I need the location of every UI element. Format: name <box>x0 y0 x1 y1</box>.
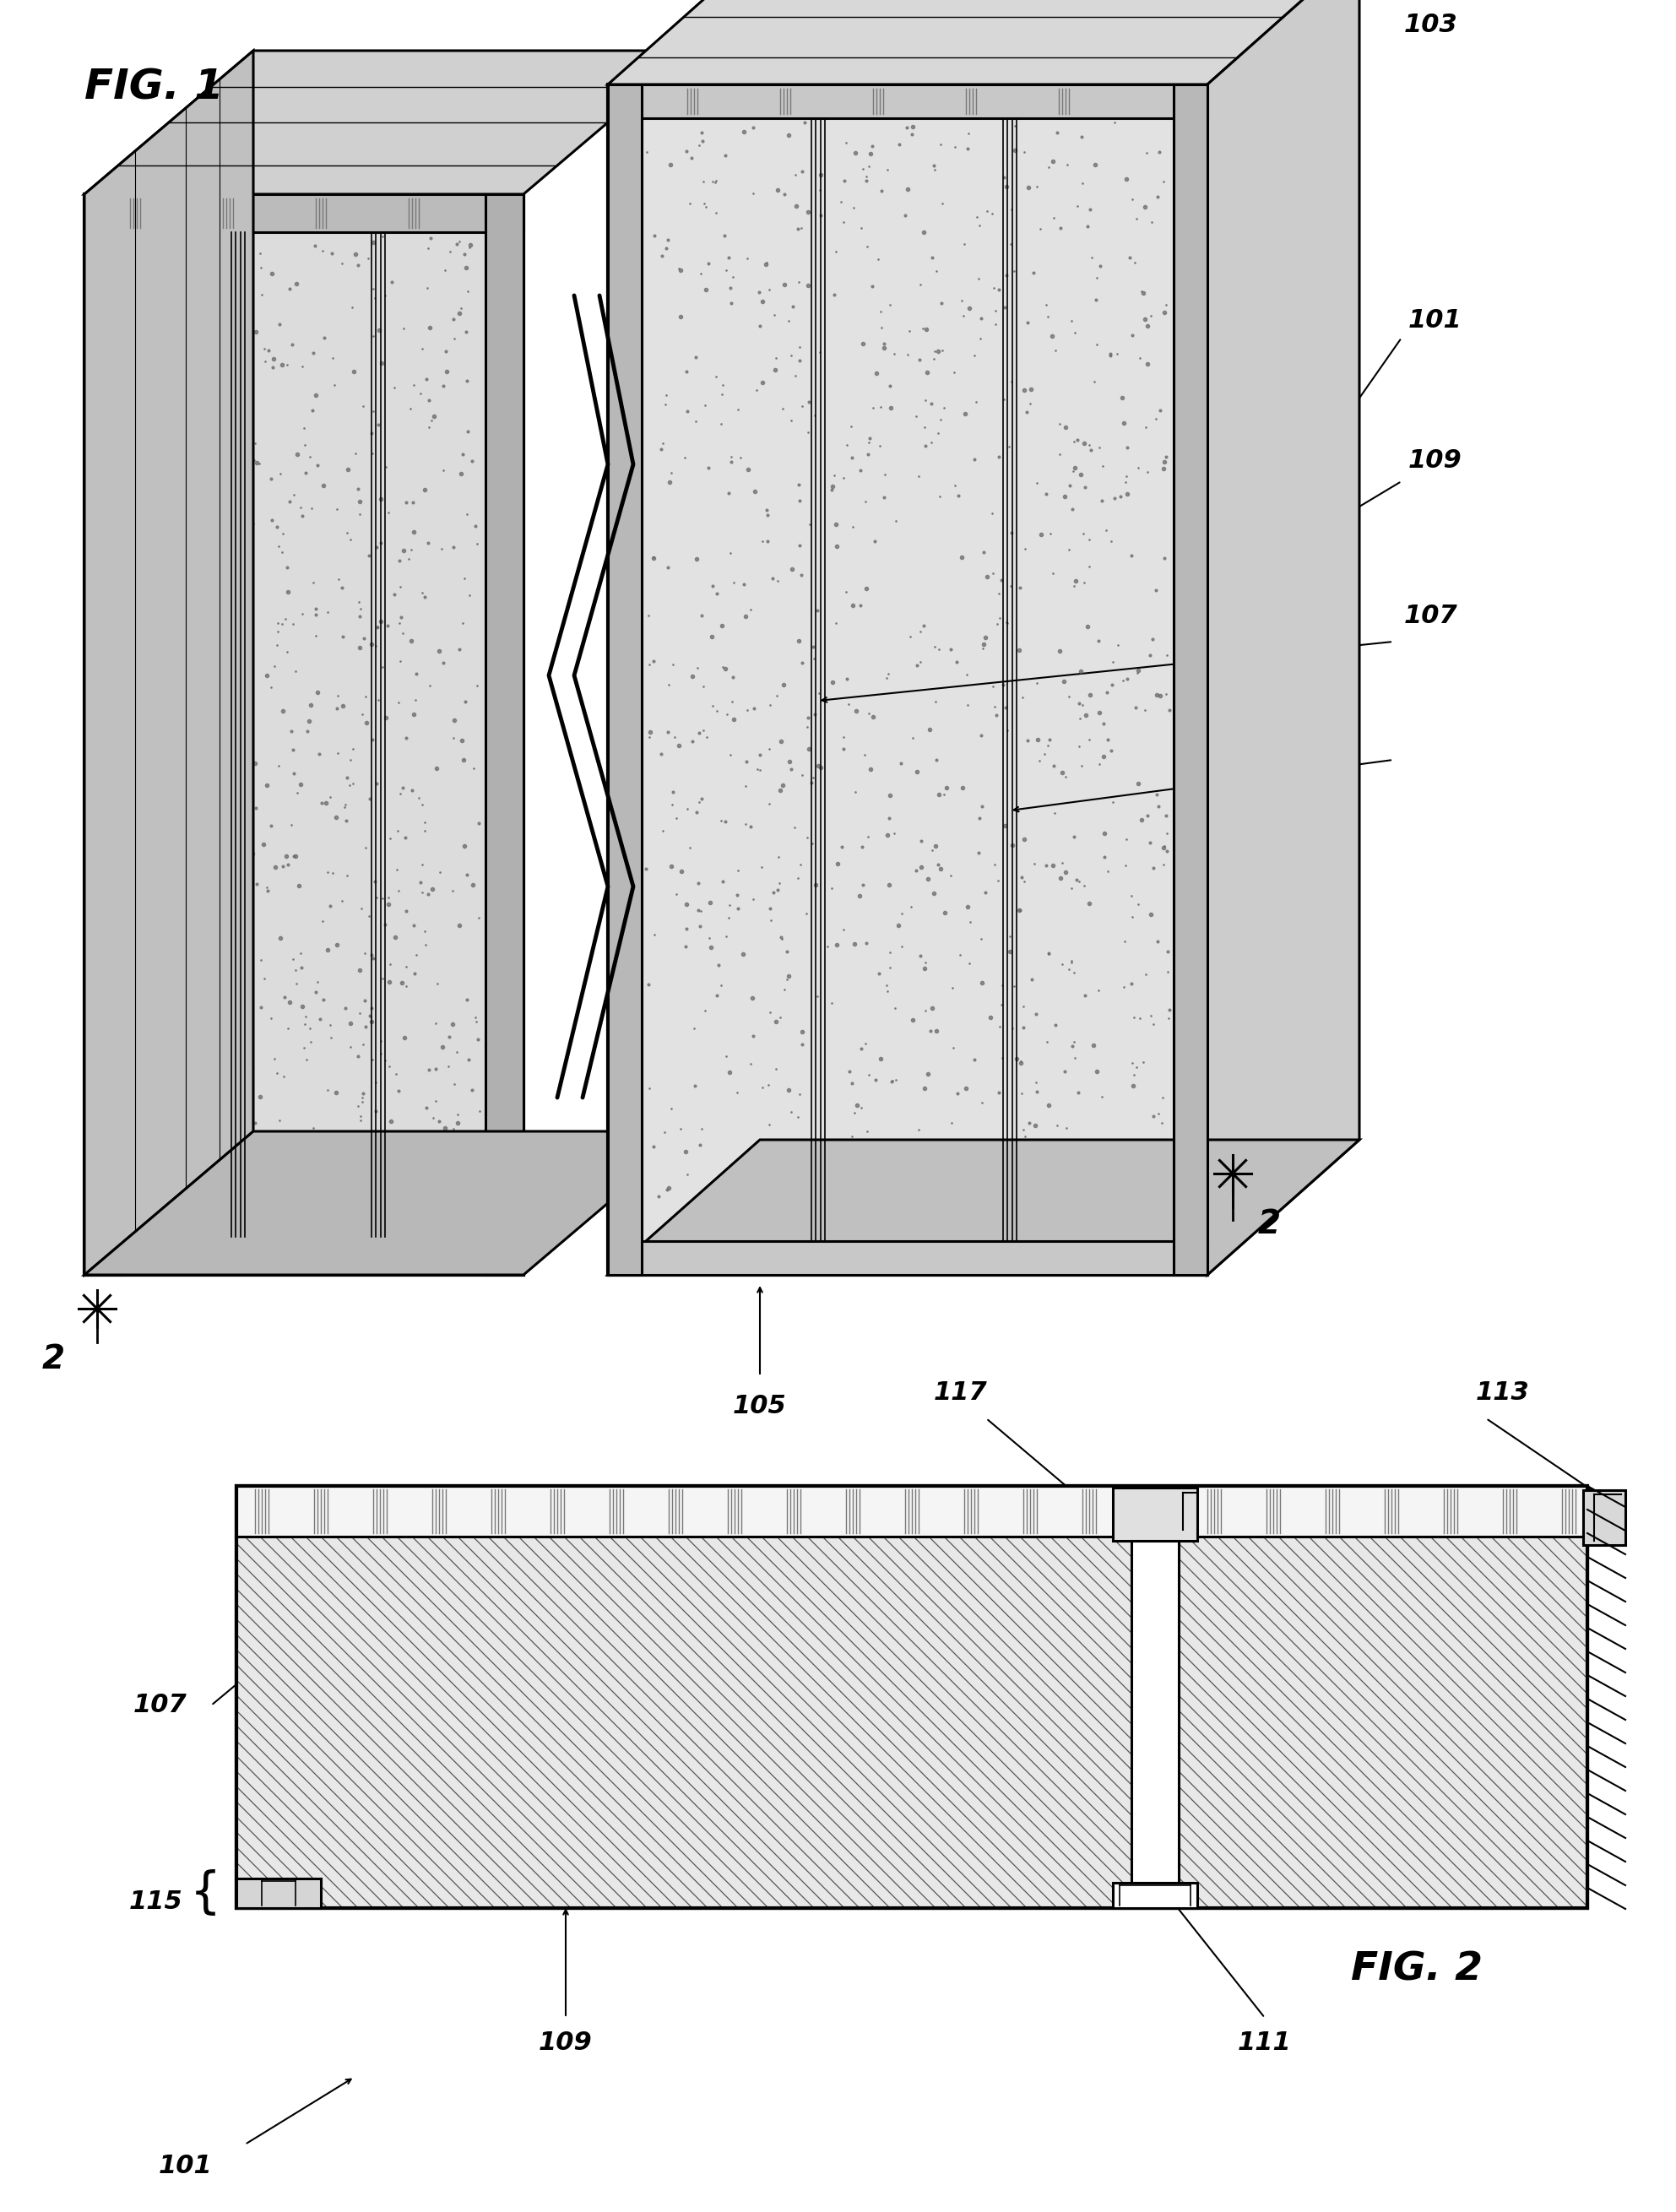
Polygon shape <box>1113 1489 1197 1542</box>
Polygon shape <box>486 195 523 1274</box>
Polygon shape <box>608 1241 1207 1274</box>
Text: 103: 103 <box>1404 13 1458 38</box>
Text: {: { <box>189 1869 221 1918</box>
Polygon shape <box>608 1139 1359 1274</box>
Text: 2: 2 <box>42 1343 65 1376</box>
Polygon shape <box>1131 1542 1178 1882</box>
Polygon shape <box>84 195 122 1274</box>
Polygon shape <box>1173 84 1207 1274</box>
Polygon shape <box>608 84 642 1274</box>
Polygon shape <box>608 84 1207 117</box>
Text: 115: 115 <box>129 1889 183 1913</box>
Text: 2: 2 <box>1259 1208 1280 1241</box>
Polygon shape <box>608 84 1207 1274</box>
Text: 105: 105 <box>732 1394 786 1418</box>
Text: FIG. 1: FIG. 1 <box>84 69 223 108</box>
Polygon shape <box>236 1486 1587 1537</box>
Text: FIG. 2: FIG. 2 <box>1351 1951 1483 1989</box>
Polygon shape <box>1207 0 1359 1274</box>
Polygon shape <box>84 195 523 1274</box>
Text: 109: 109 <box>538 2031 593 2055</box>
Text: 107: 107 <box>1404 604 1458 628</box>
Text: 111: 111 <box>1239 2031 1292 2055</box>
Polygon shape <box>236 1537 1587 1909</box>
Polygon shape <box>1113 1882 1197 1909</box>
Polygon shape <box>236 1486 1587 1909</box>
Polygon shape <box>84 195 523 232</box>
Text: 101: 101 <box>159 2152 213 2179</box>
Polygon shape <box>84 1130 692 1274</box>
Polygon shape <box>84 1237 523 1274</box>
Polygon shape <box>236 1878 320 1909</box>
Polygon shape <box>608 0 1359 84</box>
Text: 101: 101 <box>1408 310 1461 334</box>
Text: 109: 109 <box>1408 447 1461 473</box>
Polygon shape <box>84 51 692 195</box>
Polygon shape <box>84 51 253 1274</box>
Text: 113: 113 <box>1477 1380 1530 1405</box>
Text: 107: 107 <box>134 1692 188 1719</box>
Text: 117: 117 <box>934 1380 987 1405</box>
Polygon shape <box>1584 1491 1626 1544</box>
